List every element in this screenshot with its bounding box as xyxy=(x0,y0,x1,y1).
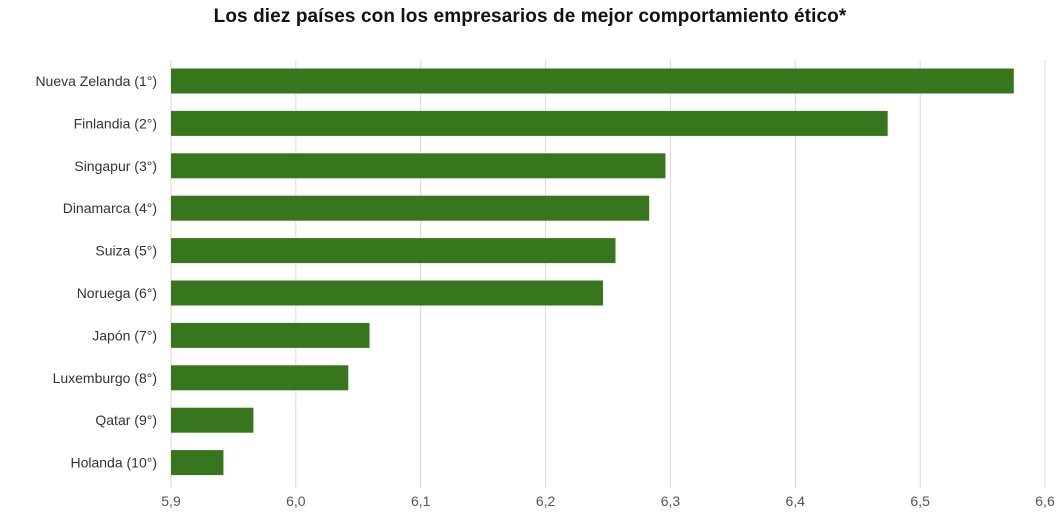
chart-title: Los diez países con los empresarios de m… xyxy=(213,6,847,27)
category-label: Qatar (9°) xyxy=(95,412,157,428)
x-tick-label: 6,1 xyxy=(411,493,431,509)
x-tick-label: 6,6 xyxy=(1035,493,1055,509)
category-label: Finlandia (2°) xyxy=(74,115,157,131)
x-tick-label: 6,0 xyxy=(286,493,306,509)
category-label: Holanda (10°) xyxy=(70,455,157,471)
category-label: Suiza (5°) xyxy=(95,243,157,259)
category-label: Luxemburgo (8°) xyxy=(53,370,157,386)
bar xyxy=(171,110,888,136)
category-label: Singapur (3°) xyxy=(74,158,157,174)
bar xyxy=(171,238,616,264)
x-tick-label: 5,9 xyxy=(161,493,181,509)
x-tick-label: 6,3 xyxy=(661,493,681,509)
category-label: Dinamarca (4°) xyxy=(63,200,157,216)
bar xyxy=(171,153,666,179)
category-label: Nueva Zelanda (1°) xyxy=(35,73,157,89)
x-tick-label: 6,2 xyxy=(536,493,556,509)
bar xyxy=(171,280,604,306)
bar xyxy=(171,322,370,348)
bar xyxy=(171,68,1014,94)
bar xyxy=(171,407,254,433)
bar xyxy=(171,195,650,221)
category-label: Japón (7°) xyxy=(92,327,157,343)
bar xyxy=(171,450,224,476)
x-tick-label: 6,5 xyxy=(910,493,930,509)
bar xyxy=(171,365,349,391)
x-tick-label: 6,4 xyxy=(786,493,806,509)
category-label: Noruega (6°) xyxy=(77,285,157,301)
